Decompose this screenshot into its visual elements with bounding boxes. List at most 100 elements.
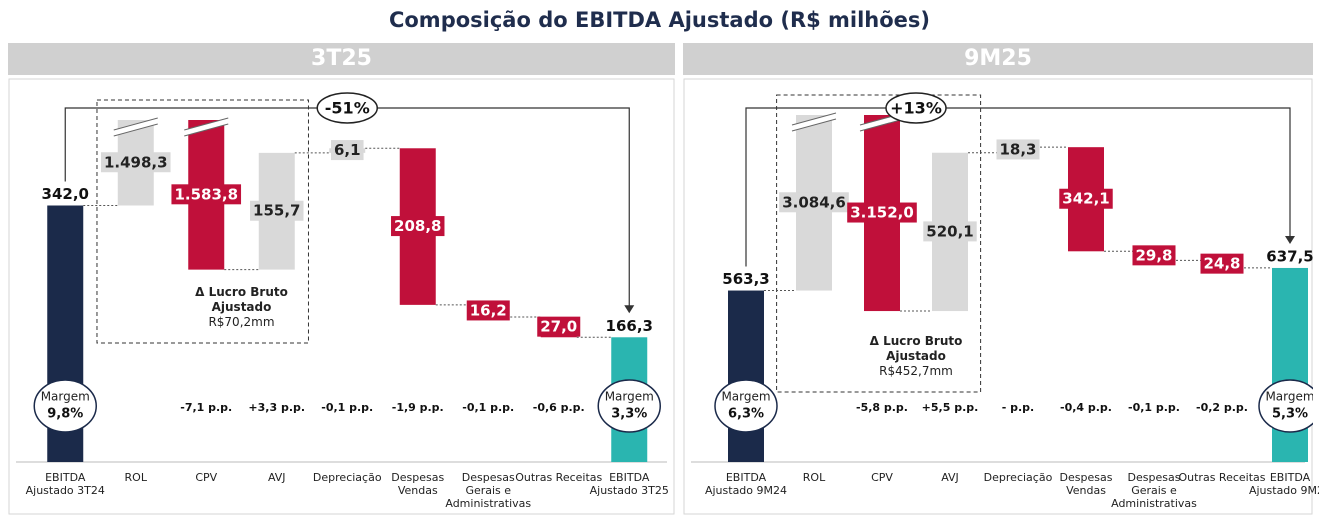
x-tick-label: Despesas Gerais e Administrativas (1111, 471, 1197, 510)
pp-change: -0,1 p.p. (462, 401, 514, 414)
axis-break-line (113, 117, 158, 131)
axis-break (113, 118, 158, 136)
margin-circle (33, 379, 97, 433)
x-tick-label: Despesas Gerais e Administrativas (445, 471, 532, 510)
x-tick-label: Despesas Vendas (391, 471, 445, 497)
pp-change: +3,3 p.p. (248, 401, 305, 414)
chart-title: 9M25 (683, 43, 1313, 75)
growth-arrow (745, 107, 1291, 267)
margin-value: 9,8% (47, 407, 83, 422)
x-tick-label: EBITDA Ajustado 3T24 (25, 471, 105, 497)
box-value: R$452,7mm (879, 364, 953, 378)
margin-title: Margem (605, 390, 654, 404)
value-label-bg (330, 140, 364, 161)
chart: 342,0 1.498,3 1.583,8 -7,1 p.p. 155,7 +3,3 p.… (8, 78, 675, 515)
value-label: 18,3 (999, 140, 1036, 158)
x-tick-label: ROL (802, 471, 826, 484)
frame (683, 78, 1313, 515)
pp-change: - p.p. (1002, 401, 1035, 414)
value-label-bg (171, 184, 242, 205)
growth-bubble (316, 92, 378, 124)
value-label: 3.084,6 (782, 193, 846, 211)
value-label: 342,1 (1062, 190, 1109, 208)
gross-profit-box (776, 94, 982, 393)
gross-profit-annotation: Δ Lucro Bruto Ajustado R$70,2mm (187, 285, 297, 330)
margin-title: Margem (1265, 390, 1313, 404)
gross-profit-annotation: Δ Lucro Bruto Ajustado R$452,7mm (861, 334, 971, 379)
value-label: 563,3 (722, 270, 769, 288)
value-label: 637,5 (1266, 247, 1313, 265)
value-label: 155,7 (253, 202, 300, 220)
bar (1272, 267, 1308, 462)
axis-break-line (184, 117, 229, 131)
value-label: 16,2 (470, 301, 507, 319)
chart-panel: 3T25 342,0 1.498,3 1.583,8 -7,1 p.p. 155,7 +3,… (8, 43, 675, 515)
x-tick-label: ROL (124, 471, 147, 484)
box-title: Δ Lucro Bruto Ajustado (869, 334, 963, 363)
value-label-bg (537, 316, 581, 337)
axis-break-line (184, 123, 229, 137)
arrow-head (624, 305, 635, 314)
pp-change: -0,1 p.p. (321, 401, 373, 414)
margin-title: Margem (41, 390, 90, 404)
arrow-head (1285, 235, 1295, 244)
axis-break-line (791, 112, 837, 126)
margin-circle (1258, 379, 1313, 433)
value-label: 166,3 (606, 317, 653, 335)
box-value: R$70,2mm (208, 315, 275, 329)
pp-change: -7,1 p.p. (180, 401, 232, 414)
value-label: 208,8 (394, 217, 441, 235)
growth-bubble (885, 92, 947, 124)
value-label: 3.152,0 (850, 204, 914, 222)
value-label-bg (779, 192, 849, 213)
x-tick-label: CPV (195, 471, 218, 484)
main-title: Composição do EBITDA Ajustado (R$ milhõe… (388, 8, 931, 32)
margin-circle (714, 379, 778, 433)
pp-change: -0,2 p.p. (1196, 401, 1248, 414)
x-tick-label: EBITDA Ajustado 9M25 (1248, 471, 1319, 497)
value-label-bg (847, 202, 917, 223)
frame (8, 78, 675, 515)
x-tick-label: CPV (871, 471, 893, 484)
growth-label: -51% (325, 99, 370, 118)
margin-value: 3,3% (611, 407, 647, 422)
bar (728, 290, 764, 462)
x-tick-label: Outras Receitas (1178, 471, 1266, 484)
margin-value: 6,3% (728, 407, 764, 422)
pp-change: -0,1 p.p. (1128, 401, 1180, 414)
margin-circle (597, 379, 661, 433)
x-tick-label: AVJ (941, 471, 959, 484)
value-label: 29,8 (1135, 246, 1172, 264)
box-title: Δ Lucro Bruto Ajustado (195, 285, 288, 314)
x-tick-label: AVJ (267, 471, 286, 484)
pp-change: -1,9 p.p. (392, 401, 444, 414)
value-label-bg (923, 221, 977, 242)
pp-change: -0,6 p.p. (533, 401, 585, 414)
x-tick-label: EBITDA Ajustado 9M24 (704, 471, 788, 497)
x-tick-label: EBITDA Ajustado 3T25 (589, 471, 669, 497)
margin-title: Margem (721, 390, 770, 404)
value-label: 342,0 (42, 185, 89, 203)
value-label-bg (996, 139, 1040, 160)
axis-break-line (113, 123, 158, 137)
value-label-bg (1132, 245, 1176, 266)
value-label: 1.583,8 (174, 185, 238, 203)
axis-break-line (791, 118, 837, 132)
pp-change: -5,8 p.p. (856, 401, 908, 414)
value-label-bg (466, 300, 510, 321)
x-tick-label: Despesas Vendas (1059, 471, 1113, 497)
value-label-bg (391, 216, 445, 237)
growth-label: +13% (890, 99, 942, 118)
x-tick-label: Depreciação (983, 471, 1053, 484)
pp-change: +5,5 p.p. (922, 401, 979, 414)
value-label: 520,1 (926, 222, 973, 240)
value-label-bg (1200, 253, 1244, 274)
chart-title: 3T25 (8, 43, 675, 75)
chart-panel: 9M25 563,3 3.084,6 3.152,0 -5,8 p.p. 520,1 +5,… (683, 43, 1319, 515)
chart: 563,3 3.084,63.152,0 -5,8 p.p. 520,1 +5,5 p.… (683, 78, 1313, 515)
value-label: 1.498,3 (104, 153, 168, 171)
gross-profit-box (96, 99, 309, 344)
value-label-bg (100, 152, 171, 173)
margin-value: 5,3% (1272, 407, 1308, 422)
